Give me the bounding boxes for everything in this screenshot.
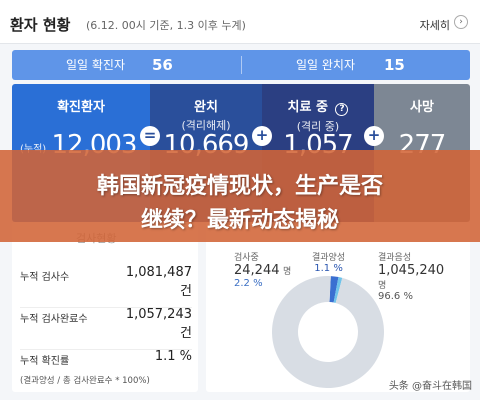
chevron-right-icon[interactable]: › [454, 15, 468, 29]
test-row-number: 1,057,243 [125, 307, 192, 322]
headline-line-2: 继续？最新动态揭秘 [140, 208, 339, 233]
plus-icon: + [364, 126, 384, 146]
legend-testing-unit: 명 [283, 267, 292, 277]
test-row-number: 1,081,487 [125, 265, 192, 280]
test-row: 누적 검사완료수 1,057,243 건 [20, 307, 192, 350]
legend-testing: 검사중 24,244 명 2.2 % [234, 250, 291, 289]
test-row-label: 누적 검사수 [20, 272, 70, 283]
stat-treating-sublabel: (격리 중) [296, 120, 340, 133]
page-title: 환자 현황 [10, 16, 71, 34]
plus-icon: + [252, 126, 272, 146]
donut-chart [268, 272, 388, 392]
daily-summary-bar: 일일 확진자 56 일일 완치자 15 [12, 50, 470, 80]
test-status-panel: 검사현황 누적 검사수 1,081,487 건 누적 검사완료수 1,057,2… [12, 222, 198, 392]
test-row-label: 누적 확진률 [20, 356, 70, 367]
legend-positive-pct: 1.1 % [314, 263, 343, 274]
test-row: 누적 확진률 1.1 % [20, 349, 192, 372]
daily-released-label: 일일 완치자 [296, 58, 356, 72]
test-row-label: 누적 검사완료수 [20, 314, 88, 325]
legend-negative-pct: 96.6 % [378, 291, 413, 302]
test-row-unit: 건 [180, 284, 192, 299]
help-icon[interactable]: ? [335, 103, 349, 116]
stat-released-sublabel: (격리해제) [181, 119, 231, 132]
watermark: 头条 @奋斗在韩国 [388, 381, 472, 392]
daily-released-value: 15 [384, 56, 405, 74]
stat-treating-heading: 치료 중 ? [262, 96, 374, 116]
donut-slice-positive [333, 276, 343, 303]
daily-confirmed-value: 56 [152, 56, 173, 74]
test-row-value: 1.1 % [154, 349, 192, 364]
donut-svg [272, 276, 384, 388]
test-row-value: 1,057,243 건 [126, 307, 192, 341]
legend-negative-value: 1,045,240 [378, 263, 445, 278]
headline-line-1: 韩国新冠疫情现状，生产是否 [96, 174, 383, 199]
legend-positive: 결과양성 1.1 % [312, 250, 345, 274]
test-row: 누적 검사수 1,081,487 건 [20, 265, 192, 308]
detail-link[interactable]: 자세히 [419, 19, 450, 32]
header: 환자 현황 (6.12. 00시 기준, 1.3 이후 누계) 자세히 › [0, 0, 480, 44]
stat-confirmed-prefix: (누적) [20, 140, 46, 155]
legend-negative: 결과음성 1,045,240 명 96.6 % [378, 250, 444, 302]
stat-treating-label: 치료 중 [287, 100, 328, 115]
legend-negative-unit: 명 [378, 281, 387, 291]
test-note: (결과양성 / 총 검사완료수 * 100%) [20, 376, 150, 386]
donut-slice-testing [329, 276, 339, 303]
daily-confirmed-label: 일일 확진자 [66, 58, 126, 72]
equals-icon: = [140, 126, 160, 146]
legend-testing-label: 검사중 [234, 253, 259, 263]
test-row-value: 1,081,487 건 [126, 265, 192, 299]
daily-divider [241, 56, 242, 74]
legend-negative-label: 결과음성 [378, 253, 412, 263]
test-row-unit: 건 [180, 326, 192, 341]
test-result-chart-panel: 검사중 24,244 명 2.2 % 결과양성 1.1 % 결과음성 1,045… [206, 222, 470, 392]
legend-testing-pct: 2.2 % [234, 278, 263, 289]
stat-confirmed-label: 확진환자 [57, 100, 105, 115]
legend-testing-value: 24,244 [234, 263, 280, 278]
legend-positive-label: 결과양성 [312, 253, 346, 263]
donut-slice-negative [272, 276, 384, 388]
headline-banner: 韩国新冠疫情现状，生产是否 继续？最新动态揭秘 [0, 150, 480, 242]
page-subtitle: (6.12. 00시 기준, 1.3 이후 누계) [86, 19, 246, 32]
stat-released-label: 완치 [194, 100, 218, 115]
stat-deceased-label: 사망 [410, 100, 434, 115]
